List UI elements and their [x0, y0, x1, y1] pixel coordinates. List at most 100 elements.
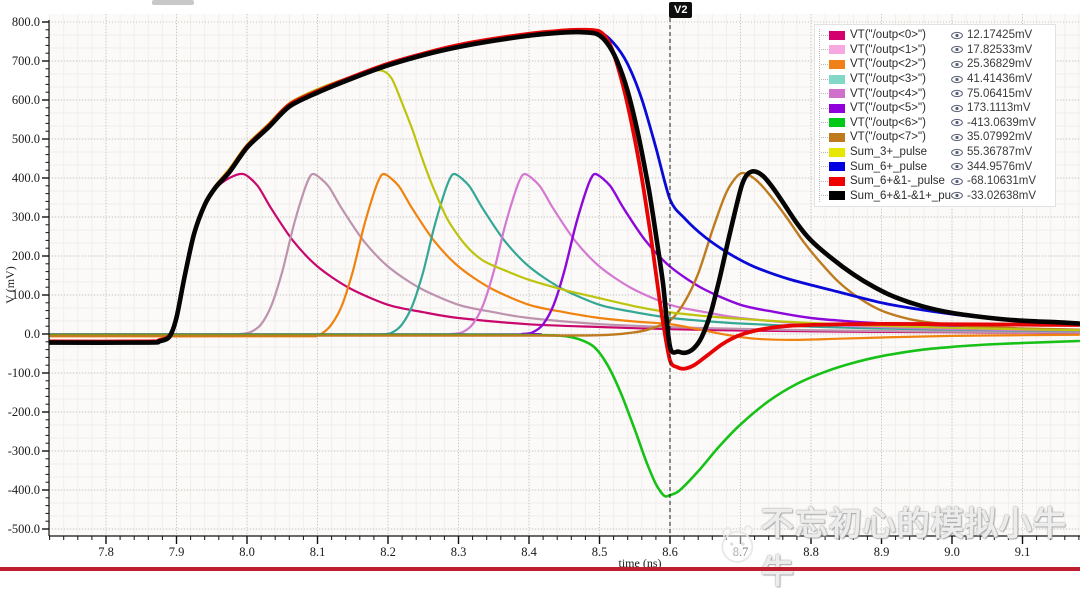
legend-row[interactable]: VT("/outp<6>") -413.0639mV: [817, 116, 1053, 131]
trace-vtoutp<2>[interactable]: [49, 172, 1080, 341]
trace-color-swatch: [829, 147, 845, 157]
trace-color-swatch: [829, 176, 845, 186]
trace-vtoutp<6>[interactable]: [49, 333, 1080, 498]
x-tick-label: 8.3: [451, 545, 467, 559]
x-tick-label: 8.7: [733, 545, 749, 559]
trace-value-at-marker: 173.1113mV: [967, 102, 1031, 115]
eye-visibility-icon[interactable]: [951, 148, 964, 157]
tree-connector: [821, 93, 828, 95]
legend-row[interactable]: Sum_3+_pulse 55.36787mV: [817, 145, 1053, 160]
tree-connector: [821, 151, 828, 153]
legend-row[interactable]: VT("/outp<0>") 12.17425mV: [817, 28, 1053, 43]
trace-name[interactable]: Sum_6+_pulse: [850, 160, 928, 173]
tree-connector: [821, 63, 828, 65]
bottom-red-line: [0, 567, 1080, 571]
trace-color-swatch: [829, 118, 845, 128]
eye-visibility-icon[interactable]: [951, 60, 964, 69]
x-tick-label: 9.0: [944, 545, 960, 559]
trace-color-swatch: [829, 30, 845, 40]
eye-visibility-icon[interactable]: [951, 104, 964, 113]
x-tick-label: 8.5: [592, 545, 608, 559]
legend-row[interactable]: VT("/outp<4>") 75.06415mV: [817, 86, 1053, 101]
legend-row[interactable]: Sum_6+&1-_pulse -68.10631mV: [817, 174, 1053, 189]
legend-row[interactable]: VT("/outp<5>") 173.1113mV: [817, 101, 1053, 116]
trace-name[interactable]: VT("/outp<7>"): [850, 131, 926, 144]
y-tick-label: 700.0: [12, 54, 40, 68]
eye-visibility-icon[interactable]: [951, 45, 964, 54]
x-axis-title: time (ns): [619, 556, 662, 570]
legend-row[interactable]: VT("/outp<1>") 17.82533mV: [817, 43, 1053, 58]
x-tick-label: 8.1: [310, 545, 326, 559]
trace-name[interactable]: VT("/outp<2>"): [850, 58, 926, 71]
x-tick-label: 8.8: [803, 545, 819, 559]
trace-value-at-marker: 35.07992mV: [967, 131, 1033, 144]
trace-color-swatch: [829, 89, 845, 99]
y-tick-label: -100.0: [8, 366, 40, 380]
trace-vtoutp<1>[interactable]: [49, 172, 1080, 336]
tree-connector: [821, 107, 828, 109]
trace-name[interactable]: VT("/outp<3>"): [850, 73, 926, 86]
eye-visibility-icon[interactable]: [951, 31, 964, 40]
x-tick-label: 8.9: [874, 545, 890, 559]
y-tick-label: 600.0: [12, 93, 40, 107]
legend-row[interactable]: VT("/outp<2>") 25.36829mV: [817, 57, 1053, 72]
eye-visibility-icon[interactable]: [951, 75, 964, 84]
trace-vtoutp<7>[interactable]: [49, 171, 1080, 337]
legend-row[interactable]: VT("/outp<3>") 41.41436mV: [817, 72, 1053, 87]
trace-color-swatch: [829, 132, 845, 142]
eye-visibility-icon[interactable]: [951, 133, 964, 142]
trace-color-swatch: [829, 162, 845, 172]
toolbar-remnant: [152, 0, 194, 5]
x-tick-label: 8.6: [662, 545, 678, 559]
tree-connector: [821, 49, 828, 51]
eye-visibility-icon[interactable]: [951, 191, 964, 200]
y-tick-label: -200.0: [8, 405, 40, 419]
y-tick-label: 800.0: [12, 15, 40, 29]
tree-connector: [821, 180, 828, 182]
trace-value-at-marker: 344.9576mV: [967, 160, 1033, 173]
trace-name[interactable]: VT("/outp<1>"): [850, 43, 926, 56]
legend-row[interactable]: VT("/outp<7>") 35.07992mV: [817, 130, 1053, 145]
trace-name[interactable]: VT("/outp<4>"): [850, 87, 926, 100]
eye-visibility-icon[interactable]: [951, 118, 964, 127]
trace-color-swatch: [829, 59, 845, 69]
y-tick-label: 500.0: [12, 132, 40, 146]
trace-value-at-marker: 55.36787mV: [967, 146, 1033, 159]
tree-connector: [821, 195, 828, 197]
legend-row[interactable]: Sum_6+&1-&1+_pulse -33.02638mV: [817, 189, 1053, 204]
eye-visibility-icon[interactable]: [951, 89, 964, 98]
trace-name[interactable]: Sum_6+&1-_pulse: [850, 175, 945, 188]
trace-legend: VT("/outp<0>") 12.17425mV VT("/outp<1>") 17…: [814, 24, 1056, 208]
trace-name[interactable]: VT("/outp<5>"): [850, 102, 926, 115]
legend-row[interactable]: Sum_6+_pulse 344.9576mV: [817, 159, 1053, 174]
tree-connector: [821, 78, 828, 80]
x-tick-label: 7.9: [169, 545, 185, 559]
trace-value-at-marker: 41.41436mV: [967, 73, 1033, 86]
y-tick-label: 100.0: [12, 288, 40, 302]
y-tick-label: -500.0: [8, 522, 40, 536]
marker-v2-flag[interactable]: V2: [669, 2, 693, 18]
trace-color-swatch: [829, 45, 845, 55]
tree-connector: [821, 34, 828, 36]
trace-name[interactable]: Sum_6+&1-&1+_pulse: [850, 189, 951, 202]
tree-connector: [821, 136, 828, 138]
trace-name[interactable]: VT("/outp<0>"): [850, 29, 926, 42]
tree-connector: [821, 122, 828, 124]
x-tick-label: 8.2: [380, 545, 396, 559]
trace-sum6+11+pulse[interactable]: [49, 29, 1080, 356]
y-tick-label: 400.0: [12, 171, 40, 185]
eye-visibility-icon[interactable]: [951, 162, 964, 171]
y-axis-title: V (mV): [3, 266, 17, 303]
y-tick-label: 200.0: [12, 249, 40, 263]
eye-visibility-icon[interactable]: [951, 177, 964, 186]
trace-name[interactable]: VT("/outp<6>"): [850, 116, 926, 129]
trace-value-at-marker: -413.0639mV: [967, 116, 1037, 129]
trace-value-at-marker: 17.82533mV: [967, 43, 1033, 56]
trace-color-swatch: [829, 74, 845, 84]
x-tick-label: 9.1: [1015, 545, 1031, 559]
x-tick-label: 8.4: [521, 545, 537, 559]
trace-name[interactable]: Sum_3+_pulse: [850, 146, 928, 159]
x-tick-label: 8.0: [239, 545, 255, 559]
trace-value-at-marker: -68.10631mV: [967, 175, 1037, 188]
